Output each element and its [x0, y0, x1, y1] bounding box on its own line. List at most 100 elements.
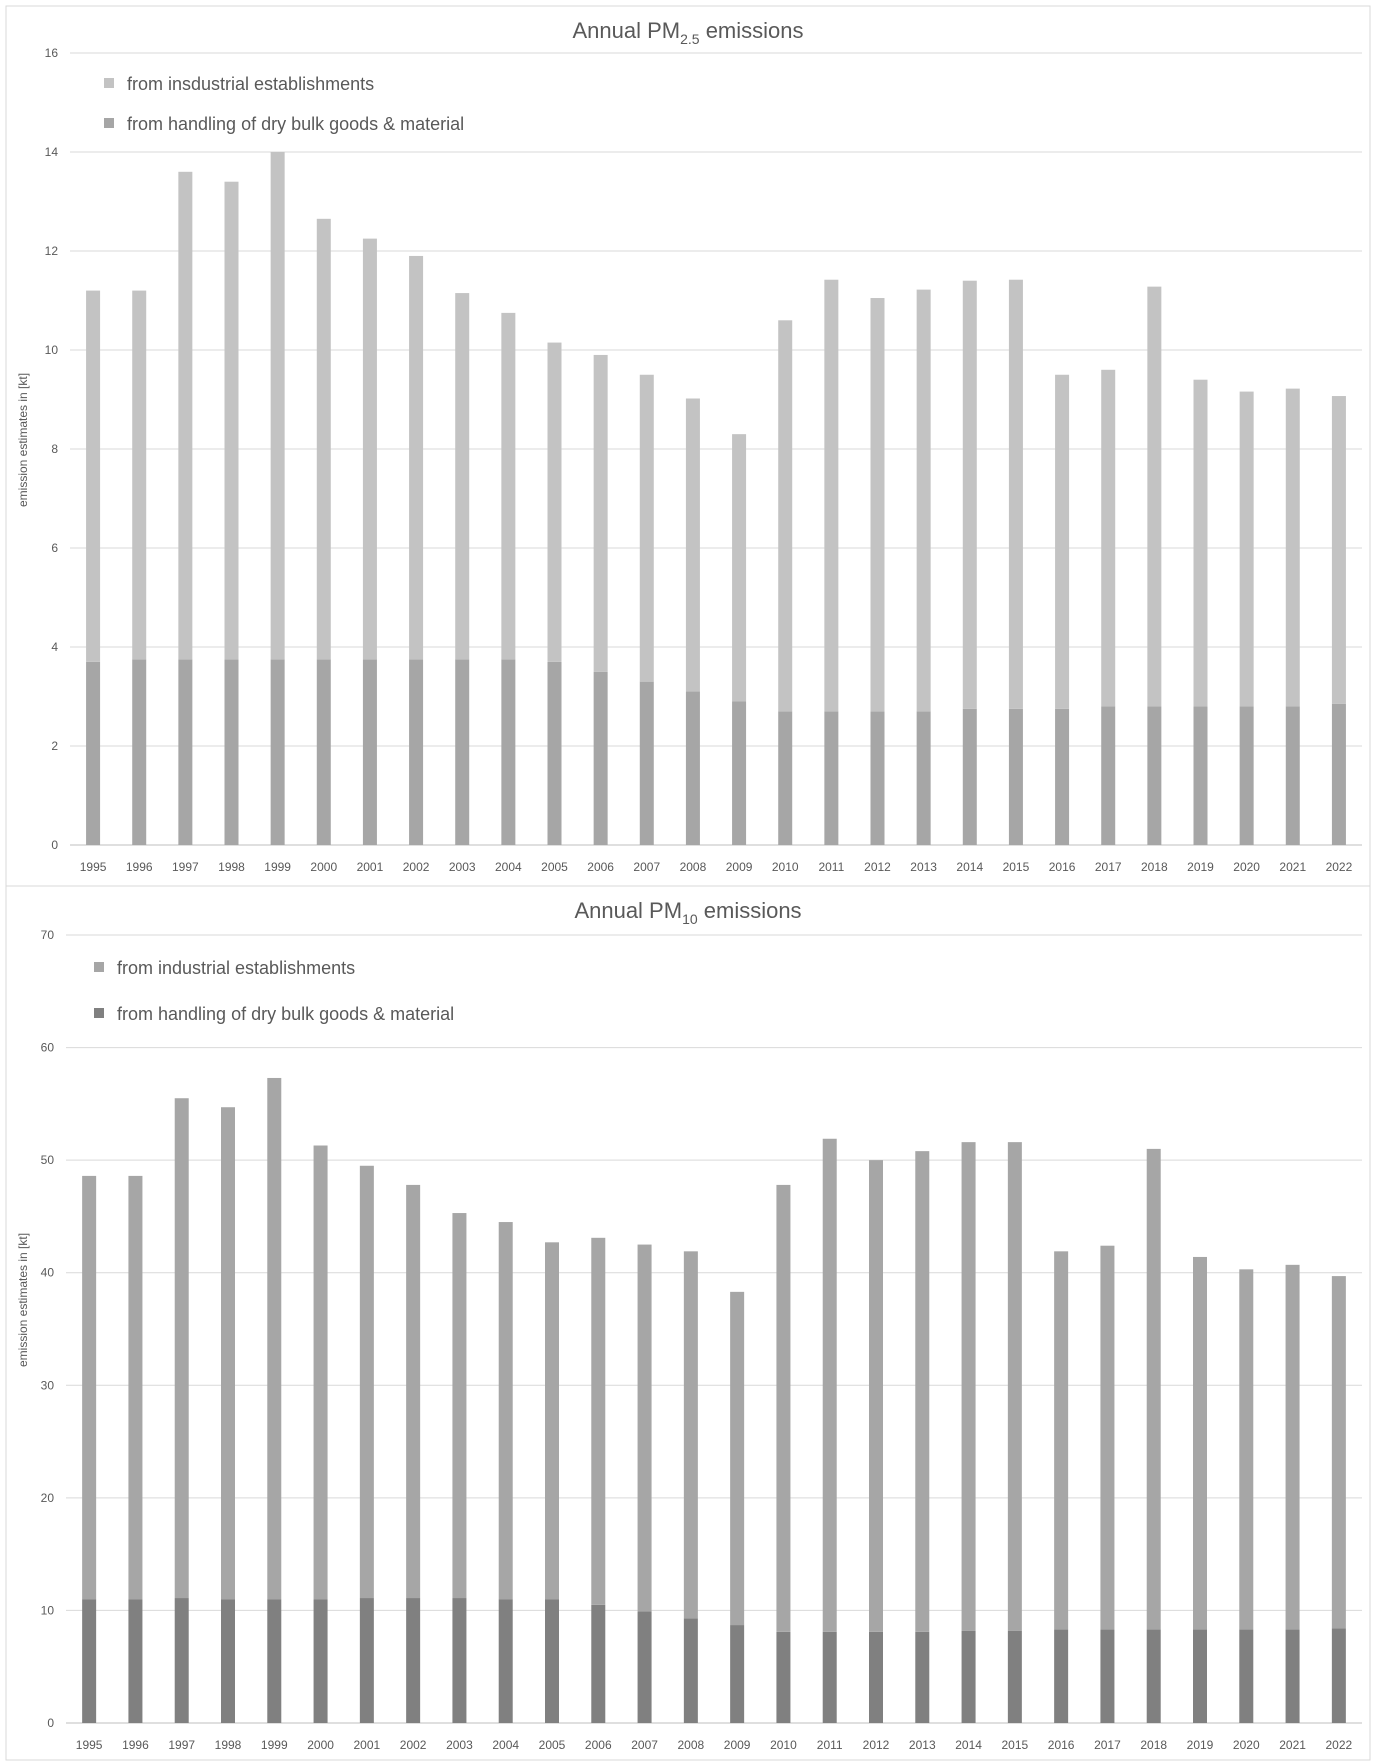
pm10-bar-industrial-2020 — [1239, 1269, 1254, 1630]
pm25-x-tick-label-1998: 1998 — [218, 860, 245, 874]
pm25-bar-industrial-2018 — [1147, 286, 1162, 707]
pm10-bar-industrial-1997 — [174, 1098, 189, 1599]
pm10-title-main: Annual PM — [574, 898, 682, 923]
pm25-bar-industrial-2013 — [916, 289, 931, 712]
pm25-y-tick-label: 6 — [51, 541, 58, 555]
pm25-x-tick-label-2015: 2015 — [1003, 860, 1030, 874]
pm25-bar-industrial-2002 — [409, 255, 424, 660]
pm25-bar-bulk-2007 — [639, 681, 654, 845]
pm25-x-tick-label-2014: 2014 — [956, 860, 983, 874]
pm10-x-tick-label-1995: 1995 — [76, 1738, 103, 1752]
pm25-x-tick-label-2008: 2008 — [680, 860, 707, 874]
pm25-bar-bulk-2003 — [455, 659, 470, 845]
pm25-y-tick-label: 0 — [51, 838, 58, 852]
pm10-x-tick-label-2020: 2020 — [1233, 1738, 1260, 1752]
pm10-y-tick-label: 10 — [41, 1603, 55, 1617]
pm10-x-tick-label-2012: 2012 — [863, 1738, 890, 1752]
pm10-bar-bulk-1997 — [174, 1598, 189, 1723]
pm25-bar-industrial-2016 — [1055, 374, 1070, 709]
pm25-legend-label-industrial: from insdustrial establishments — [127, 74, 374, 94]
pm10-bar-industrial-2000 — [313, 1145, 328, 1600]
pm10-legend-label-industrial: from industrial establishments — [117, 958, 355, 978]
pm10-x-tick-label-2009: 2009 — [724, 1738, 751, 1752]
pm10-bar-bulk-2022 — [1331, 1628, 1346, 1723]
pm25-x-tick-label-2001: 2001 — [357, 860, 384, 874]
pm10-gridlines — [66, 934, 1362, 1724]
pm10-bar-bulk-1995 — [82, 1599, 97, 1723]
pm25-bar-bulk-2002 — [409, 659, 424, 845]
pm10-y-ticks: 0 10 20 30 40 50 60 70 — [41, 928, 55, 1730]
pm10-bar-industrial-2007 — [637, 1244, 652, 1612]
pm10-bar-industrial-1999 — [267, 1077, 282, 1600]
pm10-x-tick-label-2022: 2022 — [1326, 1738, 1353, 1752]
pm25-bar-industrial-2014 — [962, 280, 977, 709]
pm25-x-tick-label-2009: 2009 — [726, 860, 753, 874]
pm10-bar-industrial-2001 — [359, 1165, 374, 1599]
pm25-x-tick-label-1999: 1999 — [264, 860, 291, 874]
pm10-bar-bulk-2001 — [359, 1598, 374, 1723]
pm25-bar-bulk-2022 — [1331, 703, 1346, 845]
pm10-x-tick-label-2018: 2018 — [1140, 1738, 1167, 1752]
pm25-bar-industrial-1996 — [132, 290, 147, 660]
pm25-bar-bulk-2009 — [732, 701, 747, 845]
pm25-bar-bulk-2005 — [547, 661, 562, 845]
pm10-x-tick-label-2004: 2004 — [492, 1738, 519, 1752]
pm10-x-tick-label-1999: 1999 — [261, 1738, 288, 1752]
pm25-bar-industrial-2015 — [1008, 279, 1023, 709]
pm25-x-tick-label-2012: 2012 — [864, 860, 891, 874]
pm10-bar-industrial-2013 — [915, 1151, 930, 1632]
pm25-x-tick-label-2007: 2007 — [633, 860, 660, 874]
pm10-bar-bulk-2007 — [637, 1611, 652, 1723]
pm25-y-axis-label: emission estimates in [kt] — [16, 373, 30, 507]
pm10-x-tick-label-1998: 1998 — [215, 1738, 242, 1752]
pm10-y-tick-label: 0 — [47, 1716, 54, 1730]
pm10-bar-industrial-2021 — [1285, 1264, 1300, 1630]
pm25-x-tick-label-1996: 1996 — [126, 860, 153, 874]
pm10-x-tick-label-2017: 2017 — [1094, 1738, 1121, 1752]
pm25-bar-industrial-1999 — [270, 152, 285, 660]
pm10-bar-industrial-2018 — [1146, 1148, 1161, 1630]
pm10-bar-bulk-1999 — [267, 1599, 282, 1723]
pm25-legend-swatch-industrial — [104, 78, 114, 88]
pm25-bar-industrial-2017 — [1101, 369, 1116, 707]
pm25-x-tick-label-2003: 2003 — [449, 860, 476, 874]
pm25-bar-bulk-1997 — [178, 659, 193, 845]
pm10-bar-industrial-2010 — [776, 1184, 791, 1632]
pm10-x-tick-label-1997: 1997 — [168, 1738, 195, 1752]
pm25-legend-label-bulk: from handling of dry bulk goods & materi… — [127, 114, 464, 134]
pm10-x-tick-label-2005: 2005 — [539, 1738, 566, 1752]
pm10-bar-industrial-1996 — [128, 1175, 143, 1600]
pm10-bar-bulk-2013 — [915, 1631, 930, 1723]
pm25-bar-industrial-2003 — [455, 293, 470, 660]
pm25-y-tick-label: 14 — [45, 145, 59, 159]
pm10-x-tick-label-2016: 2016 — [1048, 1738, 1075, 1752]
pm25-bar-industrial-2008 — [685, 398, 700, 692]
pm25-bar-industrial-1998 — [224, 181, 239, 660]
pm10-bar-bulk-2010 — [776, 1631, 791, 1723]
pm10-title-suffix: emissions — [698, 898, 802, 923]
pm25-x-tick-label-2017: 2017 — [1095, 860, 1122, 874]
pm25-x-tick-label-2002: 2002 — [403, 860, 430, 874]
pm25-legend-swatch-bulk — [104, 118, 114, 128]
pm25-bar-bulk-2015 — [1008, 708, 1023, 845]
pm25-y-tick-label: 4 — [51, 640, 58, 654]
pm10-bar-bulk-2017 — [1100, 1629, 1115, 1723]
pm10-bar-bulk-2006 — [591, 1604, 606, 1723]
pm25-y-tick-label: 12 — [45, 244, 59, 258]
pm25-bar-bulk-2004 — [501, 659, 516, 845]
pm25-y-tick-label: 8 — [51, 442, 58, 456]
pm10-bar-bulk-2000 — [313, 1599, 328, 1723]
pm25-bar-industrial-2012 — [870, 298, 885, 712]
pm10-x-tick-label-2008: 2008 — [678, 1738, 705, 1752]
pm25-x-tick-label-1997: 1997 — [172, 860, 199, 874]
pm25-bar-bulk-2008 — [685, 691, 700, 845]
pm10-bar-bulk-1998 — [221, 1599, 235, 1723]
pm25-bar-bulk-2013 — [916, 711, 931, 845]
pm10-bar-bulk-2019 — [1193, 1629, 1207, 1723]
pm25-y-tick-label: 16 — [45, 46, 59, 60]
pm10-bar-bulk-2015 — [1007, 1630, 1022, 1723]
pm10-chart-title: Annual PM10 emissions — [574, 898, 801, 927]
pm10-bar-industrial-2019 — [1193, 1256, 1207, 1630]
pm25-bar-bulk-2016 — [1055, 708, 1070, 845]
